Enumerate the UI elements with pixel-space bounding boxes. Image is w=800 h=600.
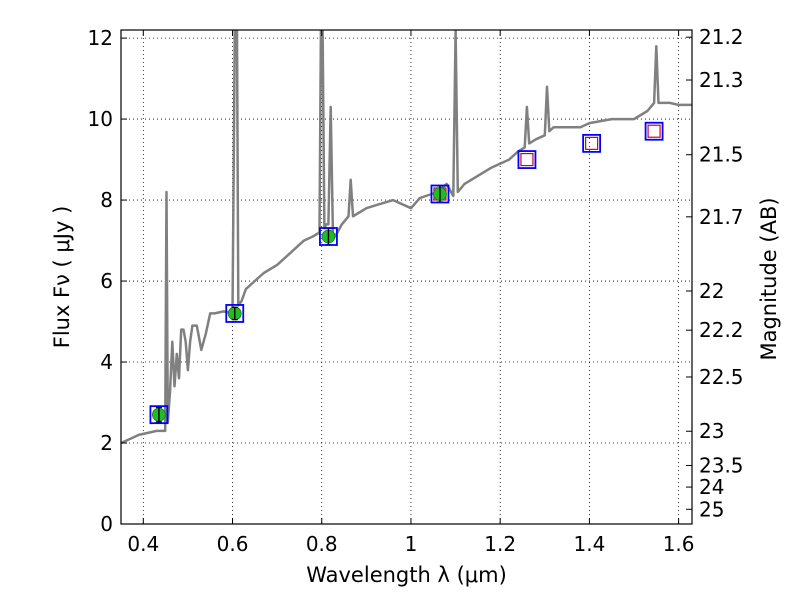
y-tick-label: 8 xyxy=(100,188,113,212)
magnitude-tick-label: 23 xyxy=(699,419,724,443)
magnitude-tick-label: 22.5 xyxy=(699,365,744,389)
x-axis-title: Wavelength λ (μm) xyxy=(306,563,507,587)
y-axis-title: Flux Fν ( μJy ) xyxy=(50,206,74,349)
magnitude-tick-label: 22.2 xyxy=(699,318,744,342)
x-tick-label: 1.6 xyxy=(663,532,695,556)
y-tick-label: 10 xyxy=(88,107,113,131)
magnitude-tick-label: 22 xyxy=(699,279,724,303)
magnitude-tick-label: 24 xyxy=(699,475,724,499)
model-band-box xyxy=(517,150,537,169)
model-band-box xyxy=(319,227,338,246)
y-tick-label: 4 xyxy=(100,350,113,374)
x-tick-label: 1.4 xyxy=(573,532,605,556)
model-band-box xyxy=(644,121,664,141)
x-tick-label: 0.4 xyxy=(127,532,159,556)
upper-limit-marker xyxy=(520,152,534,167)
y-tick-label: 12 xyxy=(88,26,113,50)
x-tick-label: 1.2 xyxy=(484,532,516,556)
data-points xyxy=(149,121,664,425)
y-tick-label: 0 xyxy=(100,512,113,536)
magnitude-tick-label: 21.7 xyxy=(699,205,744,229)
magnitude-tick-label: 23.5 xyxy=(699,453,744,477)
magnitude-tick-label: 25 xyxy=(699,497,724,521)
magnitude-tick-label: 21.2 xyxy=(699,25,744,49)
x-tick-label: 1 xyxy=(405,532,418,556)
spectrum-series xyxy=(121,30,692,445)
magnitude-tick-label: 21.3 xyxy=(699,68,744,92)
upper-limit-marker xyxy=(585,136,599,150)
plot-frame xyxy=(120,29,693,525)
y-tick-label: 2 xyxy=(100,431,113,455)
model-band-box xyxy=(430,184,450,204)
magnitude-axis-title: Magnitude (AB) xyxy=(757,197,781,360)
x-tick-label: 0.8 xyxy=(306,532,338,556)
grid-lines xyxy=(121,30,692,525)
model-band-box xyxy=(149,405,169,425)
y-tick-label: 6 xyxy=(100,269,113,293)
x-tick-label: 0.6 xyxy=(217,532,249,556)
magnitude-tick-label: 21.5 xyxy=(699,143,744,167)
model-band-box xyxy=(225,304,245,323)
spectrum-line xyxy=(121,30,692,445)
upper-limit-marker xyxy=(647,124,661,138)
model-band-box xyxy=(582,133,602,153)
